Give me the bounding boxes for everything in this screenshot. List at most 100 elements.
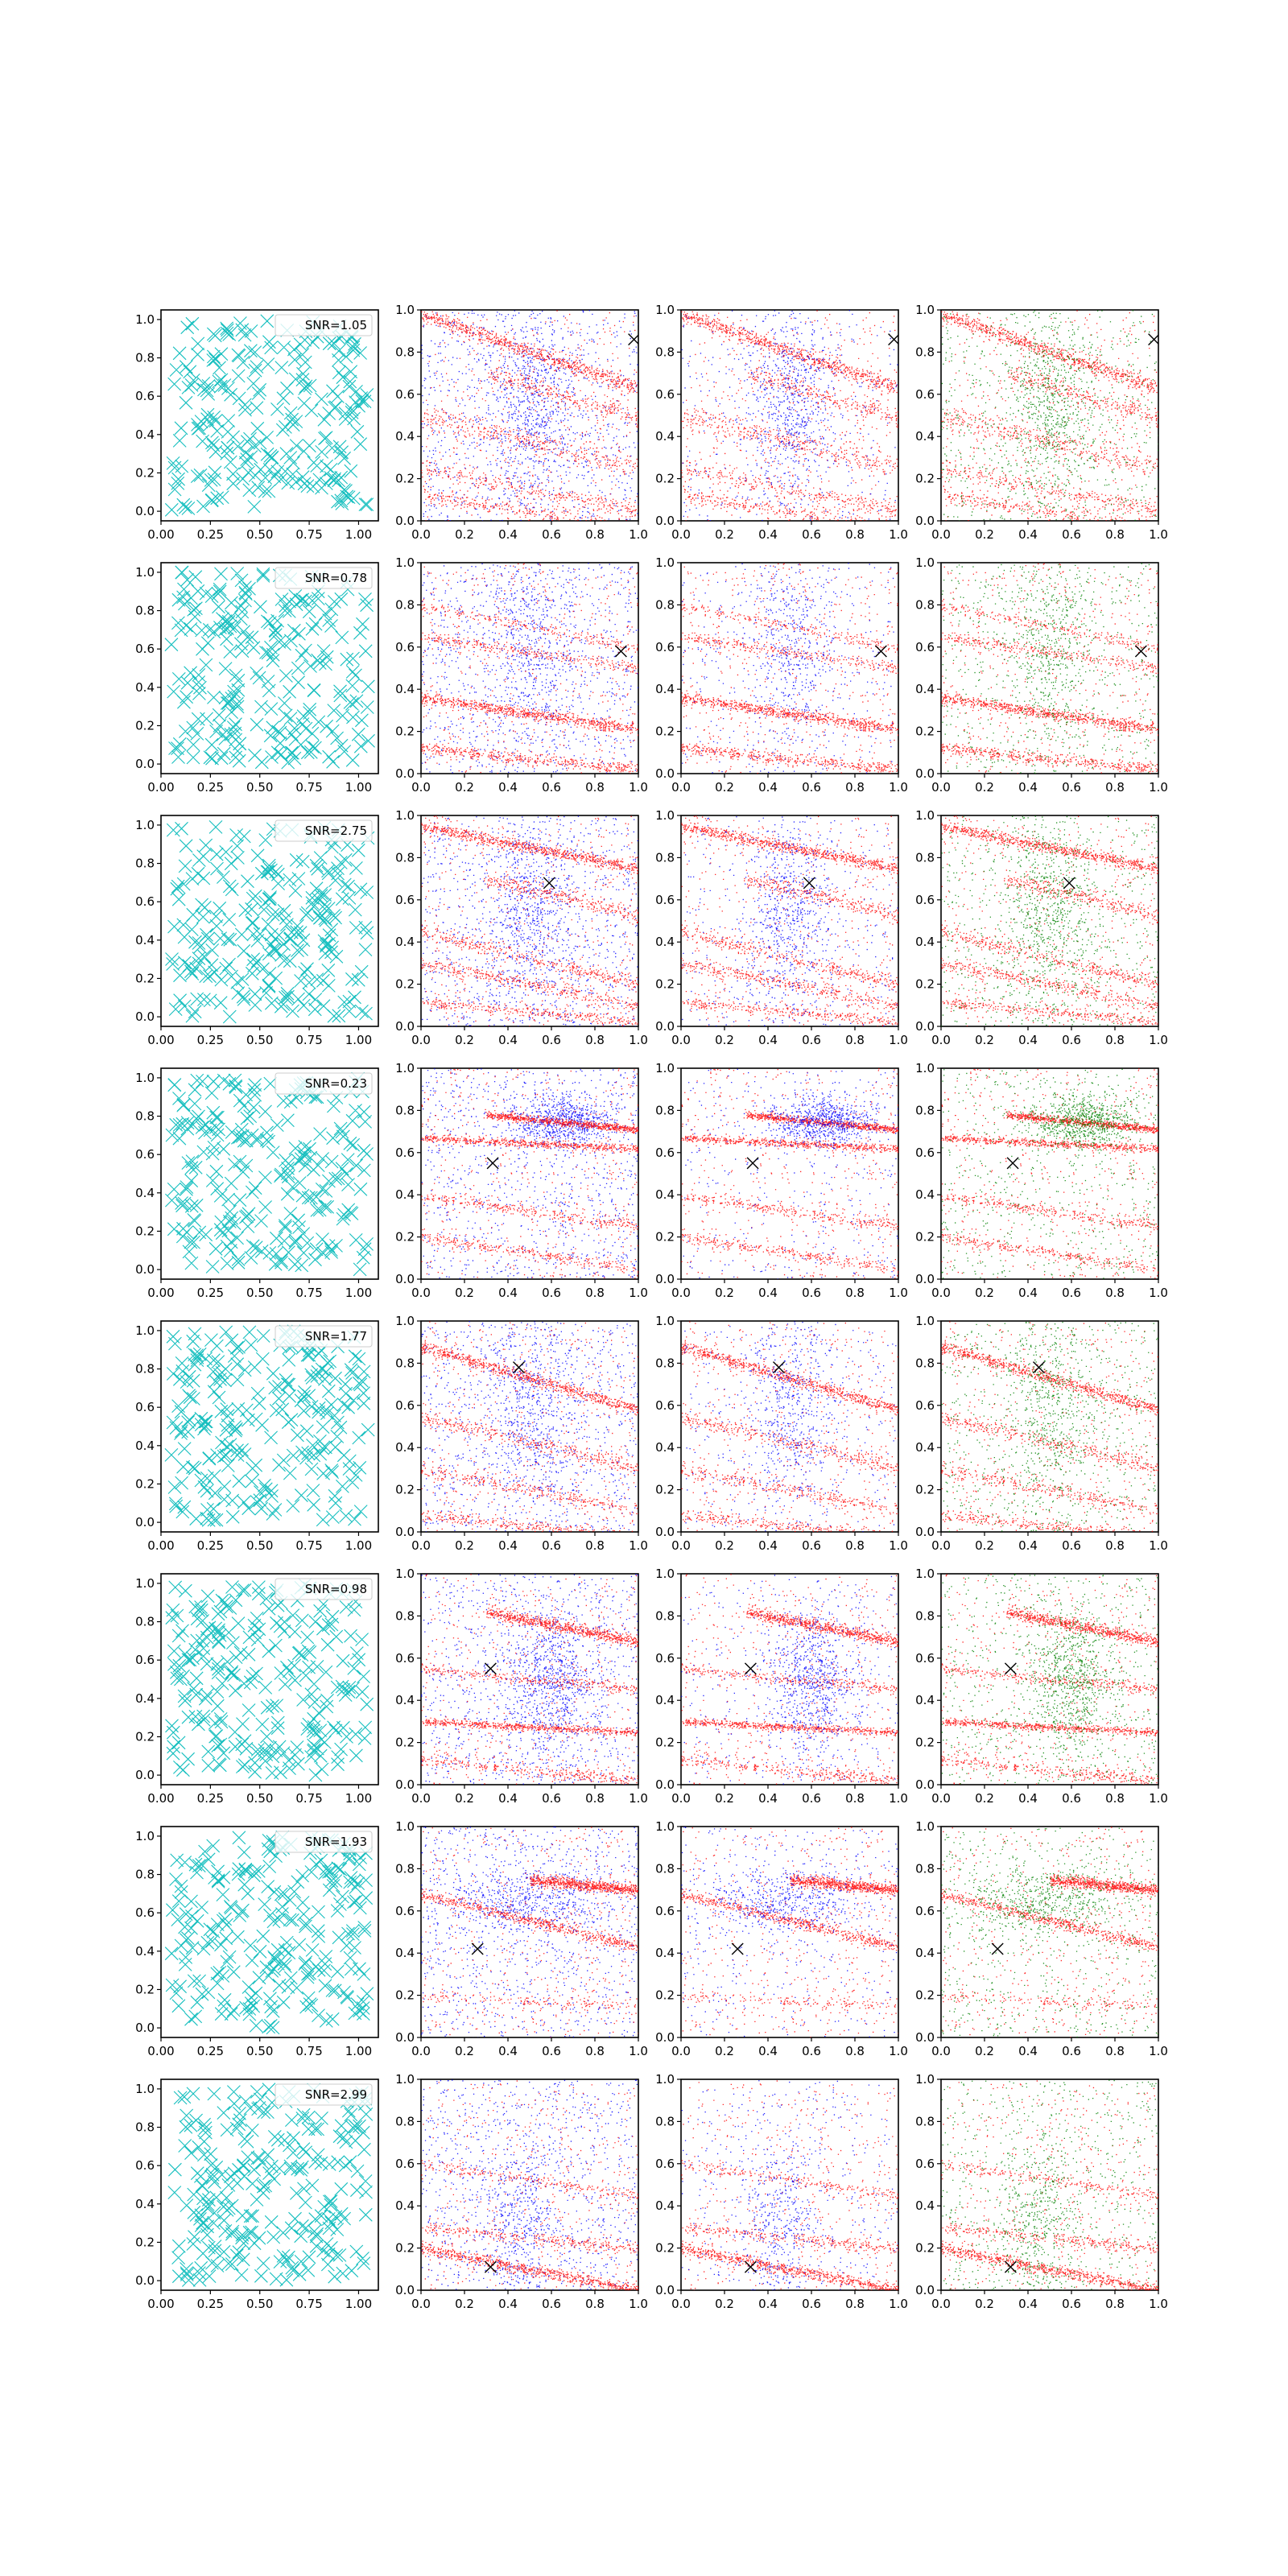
x-tick-label: 0.8 — [585, 1286, 605, 1300]
x-tick-label: 0.8 — [845, 1791, 865, 1806]
y-tick-label: 0.4 — [395, 935, 415, 949]
y-tick-label: 0.8 — [135, 1868, 155, 1882]
y-tick-label: 0.6 — [655, 1398, 675, 1413]
y-tick-label: 0.6 — [395, 893, 415, 907]
y-tick-label: 0.0 — [395, 1525, 415, 1539]
y-tick-label: 0.2 — [135, 2235, 155, 2249]
legend: SNR=1.93 — [275, 1831, 372, 1852]
x-tick-label: 0.8 — [1105, 2297, 1125, 2311]
y-tick-label: 0.6 — [135, 1147, 155, 1162]
x-tick-label: 1.00 — [345, 1791, 372, 1806]
x-tick-label: 0.00 — [147, 1538, 174, 1553]
x-tick-label: 0.0 — [931, 1033, 951, 1047]
y-tick-label: 0.0 — [655, 2283, 675, 2297]
x-tick-label: 0.6 — [542, 1286, 561, 1300]
x-tick-label: 0.6 — [1062, 2044, 1081, 2058]
y-tick-label: 0.0 — [135, 504, 155, 518]
y-tick-label: 0.2 — [915, 1230, 935, 1245]
y-tick-label: 0.0 — [135, 757, 155, 771]
subplot-r4-c0: SNR=1.770.00 0.25 0.50 0.75 1.000.00.20.40.6… — [135, 1321, 378, 1553]
y-tick-label: 0.0 — [655, 514, 675, 528]
y-tick-label: 0.2 — [395, 724, 415, 739]
y-tick-label: 0.2 — [135, 1224, 155, 1238]
x-tick-label: 0.8 — [1105, 527, 1125, 542]
subplot-r0-c2: 0.0 0.2 0.4 0.6 0.8 1.00.00.20.40.60.81.0 — [655, 303, 908, 542]
y-tick-label: 0.2 — [135, 1476, 155, 1491]
x-tick-label: 1.0 — [629, 2044, 648, 2058]
x-tick-label: 0.8 — [845, 527, 865, 542]
x-tick-label: 0.4 — [1018, 780, 1038, 795]
x-tick-label: 0.2 — [975, 1033, 994, 1047]
y-tick-label: 1.0 — [395, 1567, 415, 1581]
y-tick-label: 0.6 — [135, 1400, 155, 1414]
y-tick-label: 0.6 — [915, 1398, 935, 1413]
legend: SNR=0.23 — [275, 1073, 372, 1094]
x-tick-label: 0.2 — [455, 1791, 474, 1806]
y-tick-label: 0.6 — [915, 1146, 935, 1160]
x-tick-label: 1.00 — [345, 527, 372, 542]
y-tick-label: 1.0 — [915, 2072, 935, 2087]
x-tick-label: 1.0 — [1149, 1033, 1168, 1047]
subplot-r3-c3: 0.0 0.2 0.4 0.6 0.8 1.00.00.20.40.60.81.0 — [915, 1061, 1168, 1300]
y-tick-label: 0.4 — [915, 1693, 935, 1707]
x-tick-label: 0.6 — [542, 1538, 561, 1553]
x-tick-label: 0.4 — [498, 780, 518, 795]
x-tick-label: 0.4 — [498, 2297, 518, 2311]
subplot-r5-c0: SNR=0.980.00 0.25 0.50 0.75 1.000.00.20.40.6… — [135, 1574, 378, 1806]
y-tick-label: 1.0 — [915, 1314, 935, 1328]
x-tick-label: 0.4 — [758, 1538, 778, 1553]
y-tick-label: 0.6 — [915, 387, 935, 402]
x-tick-label: 0.0 — [671, 1538, 691, 1553]
subplot-r0-c1: 0.0 0.2 0.4 0.6 0.8 1.00.00.20.40.60.81.0 — [395, 303, 648, 542]
y-tick-label: 0.4 — [395, 2198, 415, 2213]
x-tick-label: 0.0 — [411, 2297, 431, 2311]
y-tick-label: 0.4 — [655, 2198, 675, 2213]
y-tick-label: 0.6 — [135, 642, 155, 656]
y-tick-label: 0.4 — [135, 427, 155, 442]
y-tick-label: 0.8 — [135, 351, 155, 365]
x-tick-label: 1.0 — [629, 1538, 648, 1553]
y-tick-label: 0.2 — [395, 1230, 415, 1245]
y-tick-label: 0.0 — [655, 2030, 675, 2045]
x-tick-label: 0.50 — [246, 1286, 273, 1300]
y-tick-label: 0.8 — [395, 850, 415, 865]
x-tick-label: 0.2 — [715, 1791, 734, 1806]
y-tick-label: 0.2 — [915, 977, 935, 992]
y-tick-label: 0.2 — [915, 472, 935, 486]
y-tick-label: 0.4 — [395, 1187, 415, 1202]
y-tick-label: 0.8 — [395, 345, 415, 359]
x-tick-label: 0.25 — [197, 2044, 224, 2058]
subplot-r3-c2: 0.0 0.2 0.4 0.6 0.8 1.00.00.20.40.60.81.0 — [655, 1061, 908, 1300]
y-tick-label: 1.0 — [395, 2072, 415, 2087]
x-tick-label: 0.0 — [411, 527, 431, 542]
y-tick-label: 1.0 — [655, 303, 675, 317]
x-tick-label: 0.0 — [931, 1286, 951, 1300]
subplot-r6-c1: 0.0 0.2 0.4 0.6 0.8 1.00.00.20.40.60.81.0 — [395, 1819, 648, 2058]
x-tick-label: 0.6 — [1062, 527, 1081, 542]
x-tick-label: 1.0 — [1149, 1791, 1168, 1806]
x-tick-label: 0.0 — [411, 1791, 431, 1806]
y-tick-label: 0.4 — [655, 1187, 675, 1202]
x-tick-label: 0.4 — [758, 1791, 778, 1806]
legend: SNR=1.77 — [275, 1326, 372, 1347]
y-tick-label: 1.0 — [915, 555, 935, 570]
y-tick-label: 0.4 — [135, 1439, 155, 1453]
subplot-r7-c1: 0.0 0.2 0.4 0.6 0.8 1.00.00.20.40.60.81.0 — [395, 2072, 648, 2311]
x-tick-label: 0.4 — [498, 527, 518, 542]
y-tick-label: 0.8 — [395, 2114, 415, 2128]
y-tick-label: 0.0 — [135, 1515, 155, 1530]
y-tick-label: 0.2 — [135, 1982, 155, 1996]
y-tick-label: 0.2 — [395, 1988, 415, 2003]
axes-frame — [681, 1827, 898, 2037]
x-tick-label: 0.8 — [845, 780, 865, 795]
y-tick-label: 0.8 — [655, 345, 675, 359]
y-tick-label: 1.0 — [395, 1819, 415, 1834]
y-tick-label: 0.6 — [915, 640, 935, 654]
x-tick-label: 0.4 — [758, 2044, 778, 2058]
x-tick-label: 0.75 — [295, 780, 322, 795]
x-tick-label: 0.6 — [542, 2044, 561, 2058]
x-tick-label: 0.25 — [197, 1538, 224, 1553]
x-tick-label: 0.4 — [1018, 1286, 1038, 1300]
y-tick-label: 0.0 — [655, 766, 675, 781]
